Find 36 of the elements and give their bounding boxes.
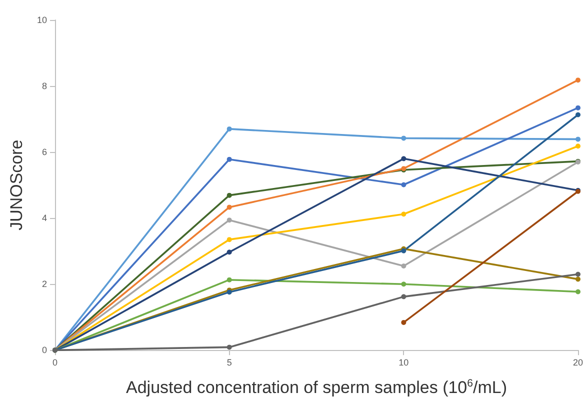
- point: [401, 156, 406, 162]
- point: [401, 182, 406, 188]
- point: [576, 144, 580, 149]
- x-tick-label: 5: [226, 358, 232, 368]
- y-tick-label: 8: [42, 81, 47, 92]
- point: [576, 289, 580, 294]
- point: [401, 294, 406, 300]
- point: [576, 105, 580, 110]
- y-axis-title: JUNOScore: [7, 140, 26, 230]
- point: [576, 78, 580, 83]
- point: [576, 276, 580, 282]
- point: [226, 218, 232, 223]
- point: [226, 126, 232, 132]
- y-tick-label: 0: [42, 345, 47, 356]
- point: [226, 250, 232, 255]
- point: [401, 282, 406, 287]
- point: [226, 277, 232, 282]
- x-tick-label: 10: [398, 358, 409, 368]
- point: [226, 237, 232, 242]
- point: [226, 344, 232, 350]
- point: [401, 212, 406, 217]
- x-tick-label: 20: [572, 358, 584, 368]
- point: [576, 136, 580, 142]
- point: [401, 320, 406, 325]
- point: [226, 156, 232, 162]
- point: [226, 204, 232, 210]
- y-tick-label: 6: [42, 147, 47, 158]
- point: [226, 192, 232, 198]
- x-tick-label: 0: [52, 358, 58, 368]
- point: [401, 263, 406, 268]
- y-tick-label: 10: [36, 15, 47, 25]
- y-tick-label: 4: [42, 213, 47, 224]
- point: [576, 272, 580, 277]
- y-tick-label: 2: [42, 279, 47, 290]
- point: [401, 136, 406, 141]
- point: [576, 112, 580, 118]
